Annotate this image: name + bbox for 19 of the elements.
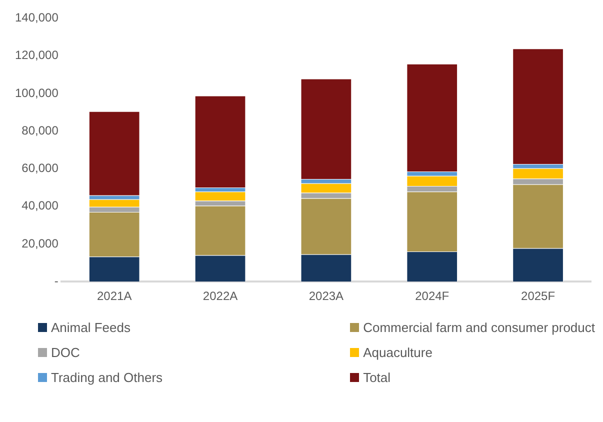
y-tick-label: 80,000: [22, 123, 59, 138]
y-tick-label: 100,000: [14, 86, 59, 100]
x-tick-label: 2024F: [415, 289, 450, 304]
x-tick-label: 2022A: [202, 289, 238, 304]
legend-label: Trading and Others: [51, 370, 163, 385]
legend-label: Commercial farm and consumer product: [363, 320, 595, 335]
legend-label: Total: [363, 370, 391, 385]
x-tick-label: 2021A: [96, 289, 132, 304]
x-tick-label: 2025F: [521, 289, 556, 304]
legend-label: DOC: [51, 345, 80, 360]
y-tick-label: 140,000: [14, 10, 59, 25]
legend-label: Aquaculture: [363, 345, 432, 360]
y-tick-label: 120,000: [14, 48, 59, 62]
legend-label: Animal Feeds: [51, 320, 130, 335]
y-tick-label: -: [54, 274, 58, 288]
y-tick-label: 20,000: [22, 236, 59, 250]
x-tick-label: 2023A: [308, 289, 344, 304]
y-tick-label: 60,000: [22, 161, 59, 176]
y-tick-label: 40,000: [22, 198, 59, 213]
